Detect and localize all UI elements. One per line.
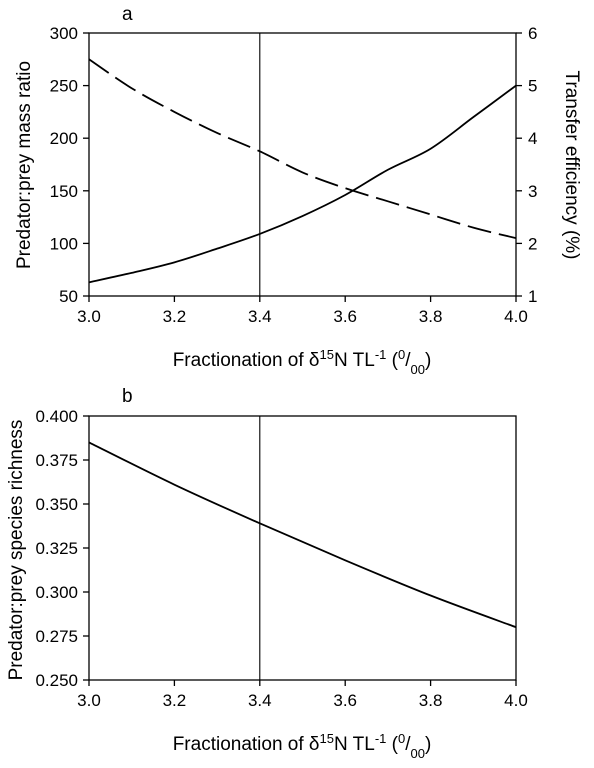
panel-b-y-ticks: 0.250 0.275 0.300 0.325 0.350 0.375 0.400 — [35, 407, 89, 690]
panel-a-y2-axis-label: Transfer efficiency (%) — [561, 71, 582, 260]
panel-a-letter: a — [122, 4, 133, 25]
x-label-b-sup3: 0 — [398, 731, 405, 746]
y-tick-label: 0.275 — [35, 627, 78, 646]
panel-b-plot-frame — [88, 415, 517, 681]
panel-a-y-axis-label: Predator:prey mass ratio — [14, 61, 35, 269]
y2-tick-label: 5 — [528, 77, 537, 96]
x-tick-label: 3.2 — [163, 691, 187, 710]
x-label-b-part1: Fractionation of δ — [173, 734, 320, 755]
x-label-a-part3: ( — [386, 350, 398, 371]
x-label-b-part2: N TL — [334, 734, 375, 755]
x-label-a-close: ) — [425, 350, 431, 371]
y-tick-label: 0.250 — [35, 671, 78, 690]
x-tick-label: 4.0 — [504, 691, 528, 710]
y-tick-label: 50 — [59, 287, 78, 306]
x-label-b-slash: / — [405, 734, 411, 755]
x-label-a-part2: N TL — [334, 350, 375, 371]
panel-b-x-axis-label: Fractionation of δ15N TL-1 (0/00) — [173, 731, 432, 761]
y2-tick-label: 2 — [528, 234, 537, 253]
x-tick-label: 3.0 — [77, 307, 101, 326]
x-label-a-sup1: 15 — [320, 347, 334, 362]
panel-a-mass-ratio-curve — [88, 84, 517, 284]
y2-tick-label: 4 — [528, 129, 537, 148]
x-tick-label: 3.6 — [333, 691, 357, 710]
x-label-b-sup2: -1 — [375, 731, 387, 746]
x-tick-label: 3.0 — [77, 691, 101, 710]
x-tick-label: 3.4 — [248, 691, 272, 710]
x-label-b-sup1: 15 — [320, 731, 334, 746]
x-label-a-sup2: -1 — [375, 347, 387, 362]
x-tick-label: 3.6 — [333, 307, 357, 326]
y-tick-label: 0.325 — [35, 539, 78, 558]
x-tick-label: 3.4 — [248, 307, 272, 326]
y-tick-label: 100 — [50, 234, 78, 253]
panel-a-x-ticks: 3.0 3.2 3.4 3.6 3.8 4.0 — [77, 296, 528, 326]
y-tick-label: 200 — [50, 129, 78, 148]
x-label-b-part3: ( — [386, 734, 398, 755]
y-tick-label: 150 — [50, 182, 78, 201]
panel-b: b 3.0 3.2 3.4 3.6 3.8 4.0 0.250 0.275 0.300 0.32… — [6, 386, 528, 761]
x-tick-label: 3.8 — [419, 307, 443, 326]
x-label-a-part1: Fractionation of δ — [173, 350, 320, 371]
x-tick-label: 4.0 — [504, 307, 528, 326]
x-label-a-slash: / — [405, 350, 411, 371]
x-label-b-sub: 00 — [411, 746, 425, 761]
y2-tick-label: 6 — [528, 24, 537, 43]
panel-b-y-axis-label: Predator:prey species richness — [6, 420, 27, 681]
y-tick-label: 0.400 — [35, 407, 78, 426]
panel-a-x-axis-label: Fractionation of δ15N TL-1 (0/00) — [173, 347, 432, 377]
panel-b-letter: b — [122, 386, 133, 407]
y-tick-label: 250 — [50, 77, 78, 96]
panel-a-plot-frame — [88, 32, 517, 297]
x-tick-label: 3.2 — [163, 307, 187, 326]
panel-a-y-ticks: 50 100 150 200 250 300 — [50, 24, 89, 306]
panel-b-species-richness-curve — [88, 441, 517, 629]
y-tick-label: 0.375 — [35, 451, 78, 470]
y2-tick-label: 3 — [528, 182, 537, 201]
y-tick-label: 300 — [50, 24, 78, 43]
x-tick-label: 3.8 — [419, 691, 443, 710]
y2-tick-label: 1 — [528, 287, 537, 306]
panel-a-transfer-efficiency-curve — [88, 58, 517, 240]
x-label-a-sub: 00 — [411, 362, 425, 377]
panel-b-x-ticks: 3.0 3.2 3.4 3.6 3.8 4.0 — [77, 680, 528, 710]
y-tick-label: 0.300 — [35, 583, 78, 602]
x-label-a-sup3: 0 — [398, 347, 405, 362]
x-label-b-close: ) — [425, 734, 431, 755]
y-tick-label: 0.350 — [35, 495, 78, 514]
panel-a-y2-ticks: 1 2 3 4 5 6 — [516, 24, 537, 306]
